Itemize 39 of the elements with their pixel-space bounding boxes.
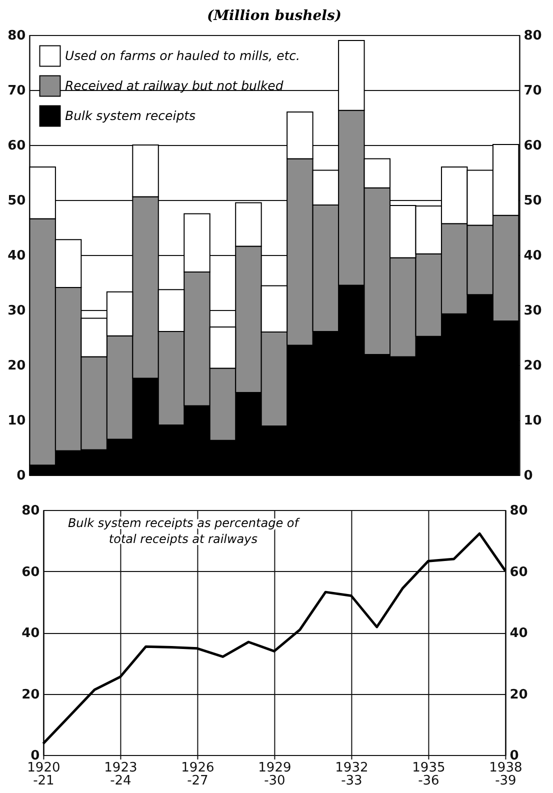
legend-label: Bulk system receipts <box>65 108 196 123</box>
legend-label: Received at railway but not bulked <box>65 78 284 93</box>
y2-tick-label: 60 <box>510 564 528 580</box>
x-tick-label: 1935-36 <box>412 760 446 788</box>
y2-tick-label: 20 <box>510 687 528 702</box>
y-tick-label: 80 <box>22 504 40 518</box>
x-tick-label: 1920-21 <box>27 760 60 788</box>
y-tick-label: 30 <box>8 304 26 318</box>
y-tick-label: 60 <box>8 138 26 154</box>
y2-tick-label: 60 <box>524 138 542 154</box>
y-tick-label: 40 <box>22 626 40 641</box>
y2-tick-label: 10 <box>524 414 542 428</box>
y2-tick-label: 80 <box>524 28 542 44</box>
y-tick-label: 60 <box>22 564 40 580</box>
y-tick-label: 20 <box>22 687 40 702</box>
y-tick-label: 0 <box>30 748 40 764</box>
y-tick-label: 10 <box>8 414 26 428</box>
y2-tick-label: 70 <box>524 84 542 98</box>
legend-label: Used on farms or hauled to mills, etc. <box>65 48 300 63</box>
y2-tick-label: 20 <box>524 358 542 374</box>
y2-tick-label: 30 <box>524 304 542 318</box>
chart-title: (Million bushels) <box>206 8 342 24</box>
y-tick-label: 50 <box>8 194 26 208</box>
y-tick-label: 80 <box>8 28 26 44</box>
y2-tick-label: 40 <box>510 626 528 641</box>
y2-tick-label: 80 <box>510 504 528 518</box>
x-tick-label: 1923-24 <box>104 760 138 788</box>
y2-tick-label: 0 <box>524 468 533 484</box>
x-tick-label: 1926-27 <box>181 760 214 788</box>
y2-tick-label: 50 <box>524 194 542 208</box>
y2-tick-label: 40 <box>524 248 542 264</box>
line-series <box>42 532 506 745</box>
x-tick-label: 1938-39 <box>489 760 522 788</box>
x-tick-label: 1932-33 <box>335 760 368 788</box>
y-tick-label: 70 <box>8 84 26 98</box>
y-tick-label: 0 <box>16 468 26 484</box>
y-tick-label: 40 <box>8 248 26 264</box>
y-tick-label: 20 <box>8 358 26 374</box>
x-tick-label: 1929-30 <box>258 760 292 788</box>
